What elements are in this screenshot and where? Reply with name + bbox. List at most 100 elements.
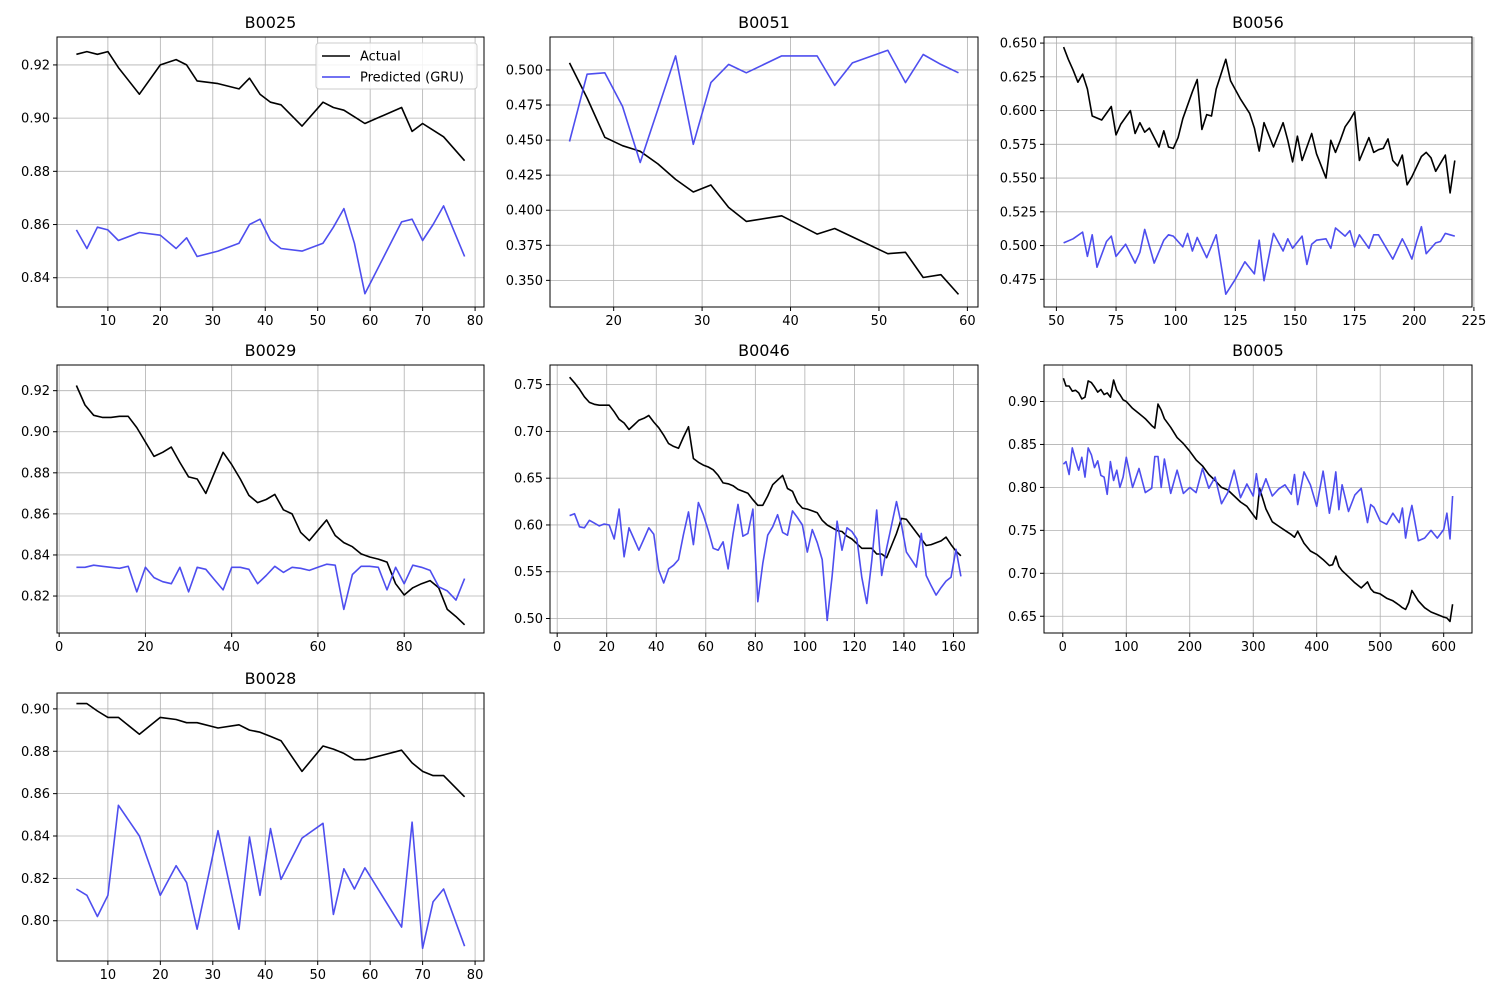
- x-tick-label: 50: [871, 314, 888, 329]
- legend-box: [315, 42, 478, 90]
- y-tick-label: 0.350: [506, 274, 543, 289]
- y-tick-label: 0.65: [1008, 610, 1037, 625]
- y-tick-label: 0.90: [1008, 395, 1037, 410]
- x-tick-label: 20: [598, 640, 615, 655]
- y-tick-label: 0.550: [1000, 172, 1037, 187]
- series-line-actual: [1062, 46, 1456, 194]
- y-tick-label: 0.90: [21, 702, 50, 717]
- y-tick-label: 0.575: [1000, 138, 1037, 153]
- y-tick-label: 0.55: [514, 565, 543, 580]
- y-tick-label: 0.82: [21, 872, 50, 887]
- subplot-b0056: B0056 50 75 100 125 150 175 200 225 0.475 0.500 0.5…: [1000, 13, 1487, 329]
- x-tick-label: 150: [1283, 314, 1308, 329]
- subplot-b0046: B0046 0 20 40 60 80 100 120 140 160 0.50 0.55 0.60 0.…: [514, 341, 979, 655]
- x-tick-label: 80: [396, 640, 413, 655]
- series-line-predicted: [76, 563, 466, 611]
- x-tick-label: 70: [414, 314, 431, 329]
- x-tick-label: 40: [223, 640, 240, 655]
- x-tick-label: 20: [137, 640, 154, 655]
- x-tick-label: 40: [257, 968, 274, 983]
- axes-frame: [549, 36, 979, 308]
- y-tick-label: 0.475: [1000, 273, 1037, 288]
- y-tick-label: 0.450: [506, 134, 543, 149]
- y-tick-label: 0.60: [514, 518, 543, 533]
- y-tick-label: 0.84: [21, 548, 50, 563]
- y-tick-label: 0.400: [506, 204, 543, 219]
- series-line-actual: [75, 385, 466, 626]
- y-tick-label: 0.90: [21, 112, 50, 127]
- x-tick-label: 70: [414, 968, 431, 983]
- x-tick-label: 50: [1048, 314, 1065, 329]
- x-tick-label: 175: [1342, 314, 1367, 329]
- x-tick-label: 80: [747, 640, 764, 655]
- series-line-actual: [1062, 378, 1454, 623]
- series-line-predicted: [568, 49, 959, 164]
- x-tick-label: 60: [959, 314, 976, 329]
- x-tick-label: 20: [605, 314, 622, 329]
- y-tick-label: 0.75: [1008, 524, 1037, 539]
- x-tick-label: 200: [1177, 640, 1202, 655]
- series-line-actual: [76, 50, 466, 162]
- y-tick-label: 0.525: [1000, 205, 1037, 220]
- subplot-title: B0025: [245, 13, 297, 32]
- x-tick-label: 40: [648, 640, 665, 655]
- y-tick-label: 0.600: [1000, 104, 1037, 119]
- x-tick-label: 30: [205, 968, 222, 983]
- subplot-title: B0056: [1232, 13, 1284, 32]
- axes-frame: [56, 36, 485, 308]
- legend: Actual Predicted (GRU): [315, 42, 478, 90]
- x-tick-label: 120: [842, 640, 867, 655]
- x-tick-label: 75: [1108, 314, 1125, 329]
- x-tick-label: 225: [1461, 314, 1486, 329]
- subplot-b0051: B0051 20 30 40 50 60 0.350 0.375 0.400 0.425 0.450…: [506, 13, 979, 329]
- y-tick-label: 0.80: [21, 914, 50, 929]
- x-tick-label: 10: [100, 968, 117, 983]
- axes-frame: [56, 364, 485, 634]
- series-line-predicted: [75, 205, 466, 295]
- y-tick-label: 0.500: [1000, 239, 1037, 254]
- subplot-b0025: B0025 10 20 30 40 50 60 70 80 0.84 0.86 0.88 0.90 0.9…: [21, 13, 485, 329]
- y-tick-label: 0.88: [21, 466, 50, 481]
- x-tick-label: 125: [1223, 314, 1248, 329]
- y-tick-label: 0.425: [506, 169, 543, 184]
- y-tick-label: 0.82: [21, 590, 50, 605]
- x-tick-label: 50: [309, 314, 326, 329]
- subplot-title: B0046: [738, 341, 790, 360]
- x-tick-label: 80: [467, 968, 484, 983]
- x-tick-label: 100: [792, 640, 817, 655]
- x-tick-label: 30: [694, 314, 711, 329]
- axes-frame: [549, 364, 979, 634]
- y-tick-label: 0.88: [21, 745, 50, 760]
- y-tick-label: 0.475: [506, 99, 543, 114]
- y-tick-label: 0.80: [1008, 481, 1037, 496]
- legend-label-actual: Actual: [360, 50, 401, 65]
- y-tick-label: 0.500: [506, 63, 543, 78]
- x-tick-label: 60: [698, 640, 715, 655]
- series-line-predicted: [569, 500, 962, 622]
- subplot-b0028: B0028 10 20 30 40 50 60 70 80 0.80 0.82 0.84 0.86 0.8…: [21, 669, 485, 983]
- x-tick-label: 80: [467, 314, 484, 329]
- y-tick-label: 0.90: [21, 425, 50, 440]
- y-tick-label: 0.70: [514, 425, 543, 440]
- subplot-b0005: B0005 0 100 200 300 400 500 600 0.65 0.70 0.75 0.80…: [1008, 341, 1473, 655]
- legend-label-predicted: Predicted (GRU): [360, 71, 464, 86]
- x-tick-label: 200: [1402, 314, 1427, 329]
- x-tick-label: 30: [205, 314, 222, 329]
- x-tick-label: 0: [55, 640, 63, 655]
- y-tick-label: 0.375: [506, 239, 543, 254]
- x-tick-label: 60: [362, 968, 379, 983]
- x-tick-label: 60: [362, 314, 379, 329]
- subplot-b0029: B0029 0 20 40 60 80 0.82 0.84 0.86 0.88 0.90 0.92: [21, 341, 485, 655]
- y-tick-label: 0.650: [1000, 37, 1037, 52]
- y-tick-label: 0.84: [21, 830, 50, 845]
- series-line-predicted: [1062, 447, 1454, 542]
- series-line-predicted: [1063, 225, 1456, 296]
- axes-frame: [1043, 36, 1473, 308]
- y-tick-label: 0.75: [514, 378, 543, 393]
- x-tick-label: 100: [1114, 640, 1139, 655]
- y-tick-label: 0.50: [514, 612, 543, 627]
- y-tick-label: 0.85: [1008, 438, 1037, 453]
- x-tick-label: 20: [152, 314, 169, 329]
